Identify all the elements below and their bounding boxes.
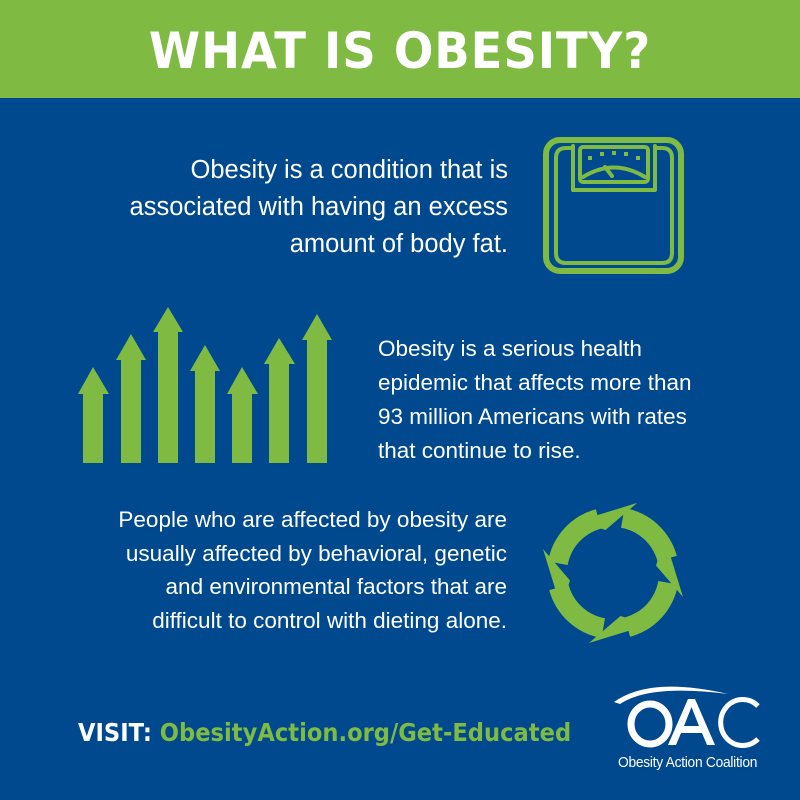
text-line: and environmental factors that are (165, 574, 507, 600)
text-line: difficult to control with dieting alone. (152, 608, 507, 634)
bathroom-scale-icon (543, 137, 684, 274)
definition-text: Obesity is a condition that is associate… (130, 152, 508, 263)
oac-logo-icon (614, 686, 760, 748)
page-title: WHAT IS OBESITY? (148, 22, 652, 80)
factors-text: People who are affected by obesity are u… (118, 503, 507, 638)
text-line: amount of body fat. (289, 230, 508, 258)
rising-arrows-icon (78, 307, 332, 463)
text-line: Obesity is a serious health (378, 336, 642, 361)
epidemic-text: Obesity is a serious health epidemic tha… (378, 332, 692, 468)
logo-organization-name: Obesity Action Coalition (618, 754, 758, 771)
cycle-arrows-icon (543, 503, 683, 643)
text-line: usually affected by behavioral, genetic (125, 540, 507, 566)
visit-label: VISIT: (78, 718, 152, 747)
website-link[interactable]: ObesityAction.org/Get-Educated (159, 718, 572, 747)
text-line: 93 million Americans with rates (378, 404, 687, 429)
visit-callout: VISIT: ObesityAction.org/Get-Educated (78, 718, 571, 747)
text-line: associated with having an excess (129, 193, 508, 221)
header-banner: WHAT IS OBESITY? (0, 0, 800, 98)
text-line: epidemic that affects more than (378, 370, 692, 395)
text-line: Obesity is a condition that is (190, 156, 509, 184)
text-line: that continue to rise. (378, 438, 581, 463)
text-line: People who are affected by obesity are (118, 507, 507, 532)
